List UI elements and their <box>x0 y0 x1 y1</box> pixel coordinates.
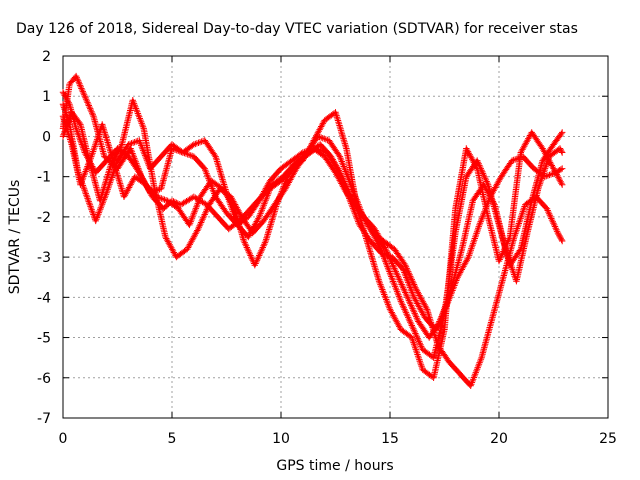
data-points-trace-5 <box>59 89 566 361</box>
data-points <box>59 72 566 389</box>
y-tick-label: -2 <box>37 210 51 226</box>
y-tick-label: 2 <box>42 49 51 65</box>
axis-ticks: 0 5 10 15 20 25 -7 -6 -5 -4 -3 -2 -1 0 1 2 <box>37 49 617 447</box>
x-tick-label: 25 <box>599 431 617 447</box>
data-points-trace-2 <box>59 97 566 389</box>
chart-title: Day 126 of 2018, Sidereal Day-to-day VTE… <box>16 21 578 37</box>
x-axis-label: GPS time / hours <box>276 458 393 474</box>
data-series-trace-2 <box>59 97 566 389</box>
y-axis-label: SDTVAR / TECUs <box>7 180 23 295</box>
y-tick-label: -4 <box>37 290 51 306</box>
plot-frame <box>62 55 609 419</box>
x-tick-label: 0 <box>59 431 68 447</box>
y-tick-label: -1 <box>37 170 51 186</box>
y-tick-label: -5 <box>37 331 51 347</box>
y-tick-label: -6 <box>37 371 51 387</box>
y-tick-label: 0 <box>42 129 51 145</box>
x-tick-label: 15 <box>381 431 399 447</box>
y-tick-label: -7 <box>37 411 51 427</box>
data-series-trace-5 <box>59 89 566 361</box>
x-tick-label: 20 <box>490 431 508 447</box>
x-tick-label: 10 <box>272 431 290 447</box>
x-tick-label: 5 <box>168 431 177 447</box>
y-tick-label: -3 <box>37 250 51 266</box>
y-tick-label: 1 <box>42 89 51 105</box>
